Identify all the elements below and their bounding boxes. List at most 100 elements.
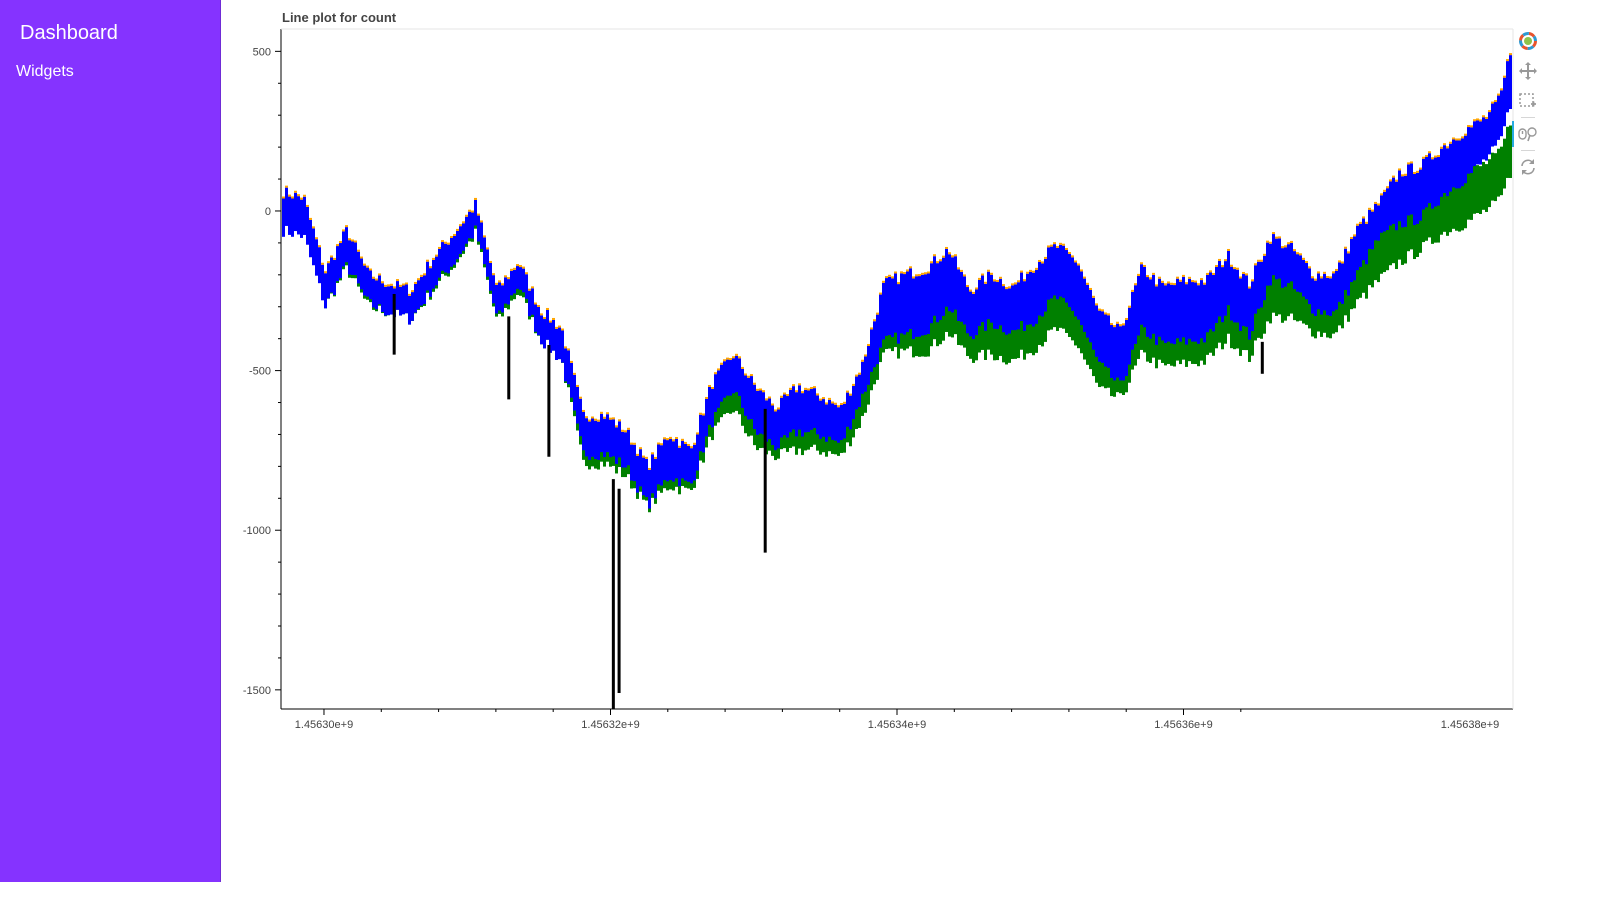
band-segment-orange	[1287, 242, 1290, 245]
band-segment-orange	[468, 209, 471, 212]
band-segment-blue	[1455, 140, 1458, 189]
band-segment-blue	[1491, 103, 1494, 147]
band-segment-green	[1026, 303, 1029, 354]
band-segment-blue	[816, 395, 819, 435]
line-plot[interactable]: 500 0 -500 -1000 -1500 1.45630e+9 1.45632e+9 1.…	[221, 0, 1600, 760]
band-segment-orange	[1374, 201, 1377, 204]
band-segment-orange	[1026, 271, 1029, 274]
band-segment-orange	[1308, 266, 1311, 269]
band-segment-blue	[1323, 273, 1326, 311]
band-segment-blue	[762, 392, 765, 435]
band-segment-orange	[1245, 273, 1248, 276]
band-segment-green	[1380, 223, 1383, 274]
band-segment-blue	[1452, 139, 1455, 188]
band-segment-orange	[330, 255, 333, 258]
box-zoom-tool-icon[interactable]	[1515, 88, 1541, 114]
band-segment-blue	[423, 275, 426, 305]
band-segment-green	[1236, 301, 1239, 349]
band-segment-green	[1347, 282, 1350, 322]
band-segment-orange	[1386, 186, 1389, 189]
sidebar-title: Dashboard	[20, 22, 118, 44]
band-segment-green	[1254, 293, 1257, 341]
band-segment-blue	[1140, 264, 1143, 325]
band-segment-green	[1317, 296, 1320, 332]
band-segment-orange	[1476, 118, 1479, 121]
band-segment-blue	[477, 215, 480, 242]
band-segment-orange	[432, 257, 435, 260]
band-segment-blue	[1080, 271, 1083, 326]
band-segment-orange	[1155, 284, 1158, 287]
band-segment-orange	[711, 386, 714, 389]
band-segment-blue	[1413, 173, 1416, 226]
band-segment-blue	[996, 282, 999, 330]
band-segment-orange	[741, 366, 744, 369]
band-segment-orange	[1389, 179, 1392, 182]
band-segment-green	[1410, 203, 1413, 250]
band-segment-orange	[1458, 138, 1461, 141]
band-segment-blue	[954, 256, 957, 310]
band-segment-orange	[1212, 272, 1215, 275]
sidebar-item-widgets[interactable]: Widgets	[16, 63, 74, 80]
band-segment-green	[1146, 315, 1149, 362]
band-segment-green	[1440, 190, 1443, 235]
band-segment-orange	[1482, 115, 1485, 118]
band-segment-green	[1323, 297, 1326, 333]
band-segment-orange	[1221, 265, 1224, 268]
band-segment-blue	[1290, 242, 1293, 282]
band-segment-blue	[801, 393, 804, 437]
band-segment-blue	[984, 283, 987, 331]
band-segment-orange	[714, 372, 717, 375]
reset-tool-icon[interactable]	[1515, 154, 1541, 180]
band-segment-blue	[438, 248, 441, 278]
band-segment-orange	[351, 239, 354, 242]
band-segment-green	[1281, 271, 1284, 323]
bokeh-logo-icon[interactable]	[1515, 28, 1541, 54]
band-segment-orange	[852, 383, 855, 386]
band-segment-orange	[1275, 236, 1278, 239]
band-segment-green	[1335, 296, 1338, 333]
band-segment-orange	[843, 401, 846, 404]
band-segment-blue	[1218, 260, 1221, 317]
band-segment-blue	[1014, 284, 1017, 331]
band-segment-orange	[1248, 286, 1251, 289]
band-segment-orange	[579, 396, 582, 399]
band-segment-orange	[786, 394, 789, 397]
band-segment-green	[1233, 302, 1236, 350]
band-segment-orange	[327, 261, 330, 264]
band-segment-green	[1413, 213, 1416, 260]
band-segment-blue	[384, 286, 387, 316]
band-segment-orange	[1101, 309, 1104, 312]
band-segment-blue	[666, 440, 669, 482]
band-segment-green	[1299, 277, 1302, 321]
band-segment-green	[1260, 288, 1263, 339]
band-segment-orange	[345, 225, 348, 228]
band-segment-green	[1290, 265, 1293, 314]
band-segment-orange	[963, 274, 966, 277]
band-segment-blue	[447, 244, 450, 274]
band-segment-green	[1452, 182, 1455, 229]
band-segment-orange	[900, 271, 903, 274]
band-segment-orange	[930, 261, 933, 264]
wheel-zoom-tool-icon[interactable]	[1512, 121, 1541, 147]
band-segment-blue	[1047, 247, 1050, 300]
band-segment-orange	[357, 249, 360, 252]
band-segment-blue	[1152, 274, 1155, 334]
band-segment-orange	[453, 233, 456, 236]
band-segment-orange	[1089, 287, 1092, 290]
band-segment-orange	[438, 246, 441, 249]
band-segment-blue	[987, 271, 990, 320]
band-segment-blue	[717, 370, 720, 408]
band-segment-orange	[540, 313, 543, 316]
band-segment-orange	[1194, 280, 1197, 283]
pan-tool-icon[interactable]	[1515, 58, 1541, 84]
band-segment-green	[849, 414, 852, 447]
band-segment-blue	[1338, 262, 1341, 302]
band-segment-blue	[714, 374, 717, 412]
band-segment-blue	[681, 440, 684, 479]
band-segment-orange	[1473, 119, 1476, 122]
band-segment-orange	[738, 356, 741, 359]
band-segment-orange	[927, 271, 930, 274]
band-segment-orange	[426, 259, 429, 262]
band-segment-green	[1167, 320, 1170, 364]
band-segment-orange	[1383, 189, 1386, 192]
